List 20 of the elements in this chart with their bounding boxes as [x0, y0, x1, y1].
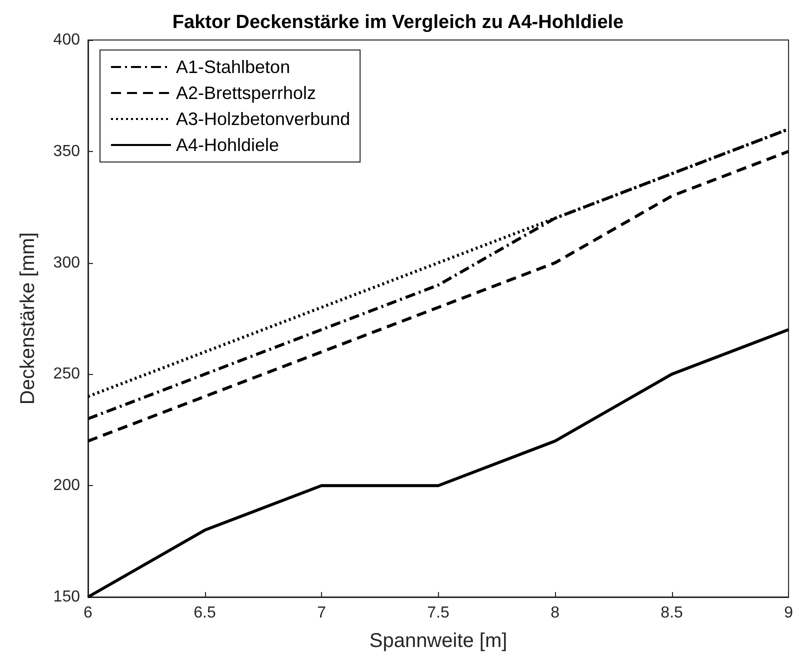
x-tick-label: 8 [550, 604, 560, 622]
y-tick-label: 200 [53, 477, 80, 494]
y-tick-label: 350 [53, 142, 80, 160]
x-axis-title: Spannweite [m] [369, 630, 508, 652]
legend-label: A3-Holzbetonverbund [176, 109, 350, 129]
x-tick-label: 7 [317, 604, 326, 622]
chart-title: Faktor Deckenstärke im Vergleich zu A4-Hohldiele [172, 12, 624, 33]
legend-label: A1-Stahlbeton [176, 57, 290, 77]
x-tick-label: 6 [84, 604, 93, 622]
legend-label: A2-Brettsperrholz [176, 83, 316, 103]
legend-label: A4-Hohldiele [176, 135, 280, 155]
y-axis-title: Deckenstärke [mm] [17, 232, 39, 405]
y-tick-label: 250 [53, 366, 80, 383]
x-tick-label: 9 [784, 604, 794, 622]
x-tick-label: 7.5 [427, 604, 450, 622]
y-tick-label: 400 [53, 32, 80, 48]
x-tick-label: 6.5 [194, 604, 216, 622]
y-tick-label: 300 [53, 254, 80, 272]
x-tick-label: 8.5 [660, 604, 684, 622]
y-tick-label: 150 [53, 588, 80, 606]
